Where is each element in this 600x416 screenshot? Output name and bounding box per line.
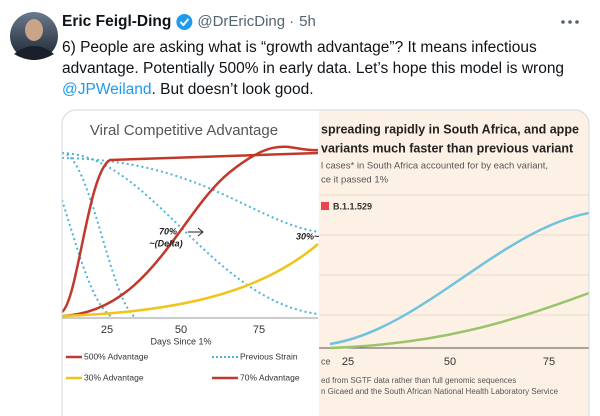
author-handle[interactable]: @DrEricDing — [197, 13, 285, 30]
curve — [329, 291, 589, 350]
curve — [329, 211, 589, 346]
curve — [62, 145, 319, 318]
media-border — [61, 109, 590, 416]
annotation: ~(Delta) — [149, 238, 182, 248]
image-title: variants much faster than previous varia… — [321, 141, 574, 155]
x-axis-label: Days Since 1% — [150, 336, 211, 346]
avatar[interactable] — [10, 12, 58, 60]
image-subtitle: l cases* in South Africa accounted for b… — [321, 161, 548, 172]
legend-label: 500% Advantage — [84, 351, 149, 361]
x-tick-label: 75 — [253, 324, 265, 336]
image-title: spreading rapidly in South Africa, and a… — [321, 122, 579, 136]
series-label: B.1.1.529 — [333, 201, 372, 211]
annotation: 30%~ — [296, 231, 320, 241]
annotation: 70% — [159, 226, 177, 236]
x-tick-label: 25 — [342, 356, 354, 368]
legend-label: Previous Strain — [240, 351, 298, 361]
separator: · — [289, 13, 294, 30]
x-tick-label: 50 — [175, 324, 187, 336]
tweet-text: advantage. Potentially 500% in early dat… — [62, 60, 564, 77]
footnote: n Gicaed and the South African National … — [321, 387, 559, 396]
media[interactable]: Viral Competitive Advantage 70% ~(Delta)… — [62, 110, 589, 416]
curve — [62, 151, 319, 313]
timestamp[interactable]: 5h — [299, 13, 316, 30]
legend-label: 30% Advantage — [84, 372, 144, 382]
legend-label: 70% Advantage — [240, 372, 300, 382]
footnote: ed from SGTF data rather than full genom… — [321, 376, 516, 385]
tweet-text: 6) People are asking what is “growth adv… — [62, 39, 537, 56]
author-name[interactable]: Eric Feigl-Ding — [62, 13, 171, 30]
image-subtitle: ce it passed 1% — [321, 175, 389, 186]
curve — [62, 243, 319, 318]
mention[interactable]: @JPWeiland — [62, 81, 152, 98]
verified-badge — [176, 14, 193, 30]
x-tick-label: 50 — [444, 356, 456, 368]
x-tick-label: 75 — [543, 356, 555, 368]
more-menu[interactable] — [561, 20, 579, 24]
x-tick-label: 25 — [101, 324, 113, 336]
tweet-text: . But doesn’t look good. — [152, 81, 314, 98]
image-title: Viral Competitive Advantage — [90, 122, 278, 139]
tweet-text: @JPWeiland. But doesn’t look good. — [62, 81, 314, 98]
x-tick-label: ce — [321, 356, 331, 366]
